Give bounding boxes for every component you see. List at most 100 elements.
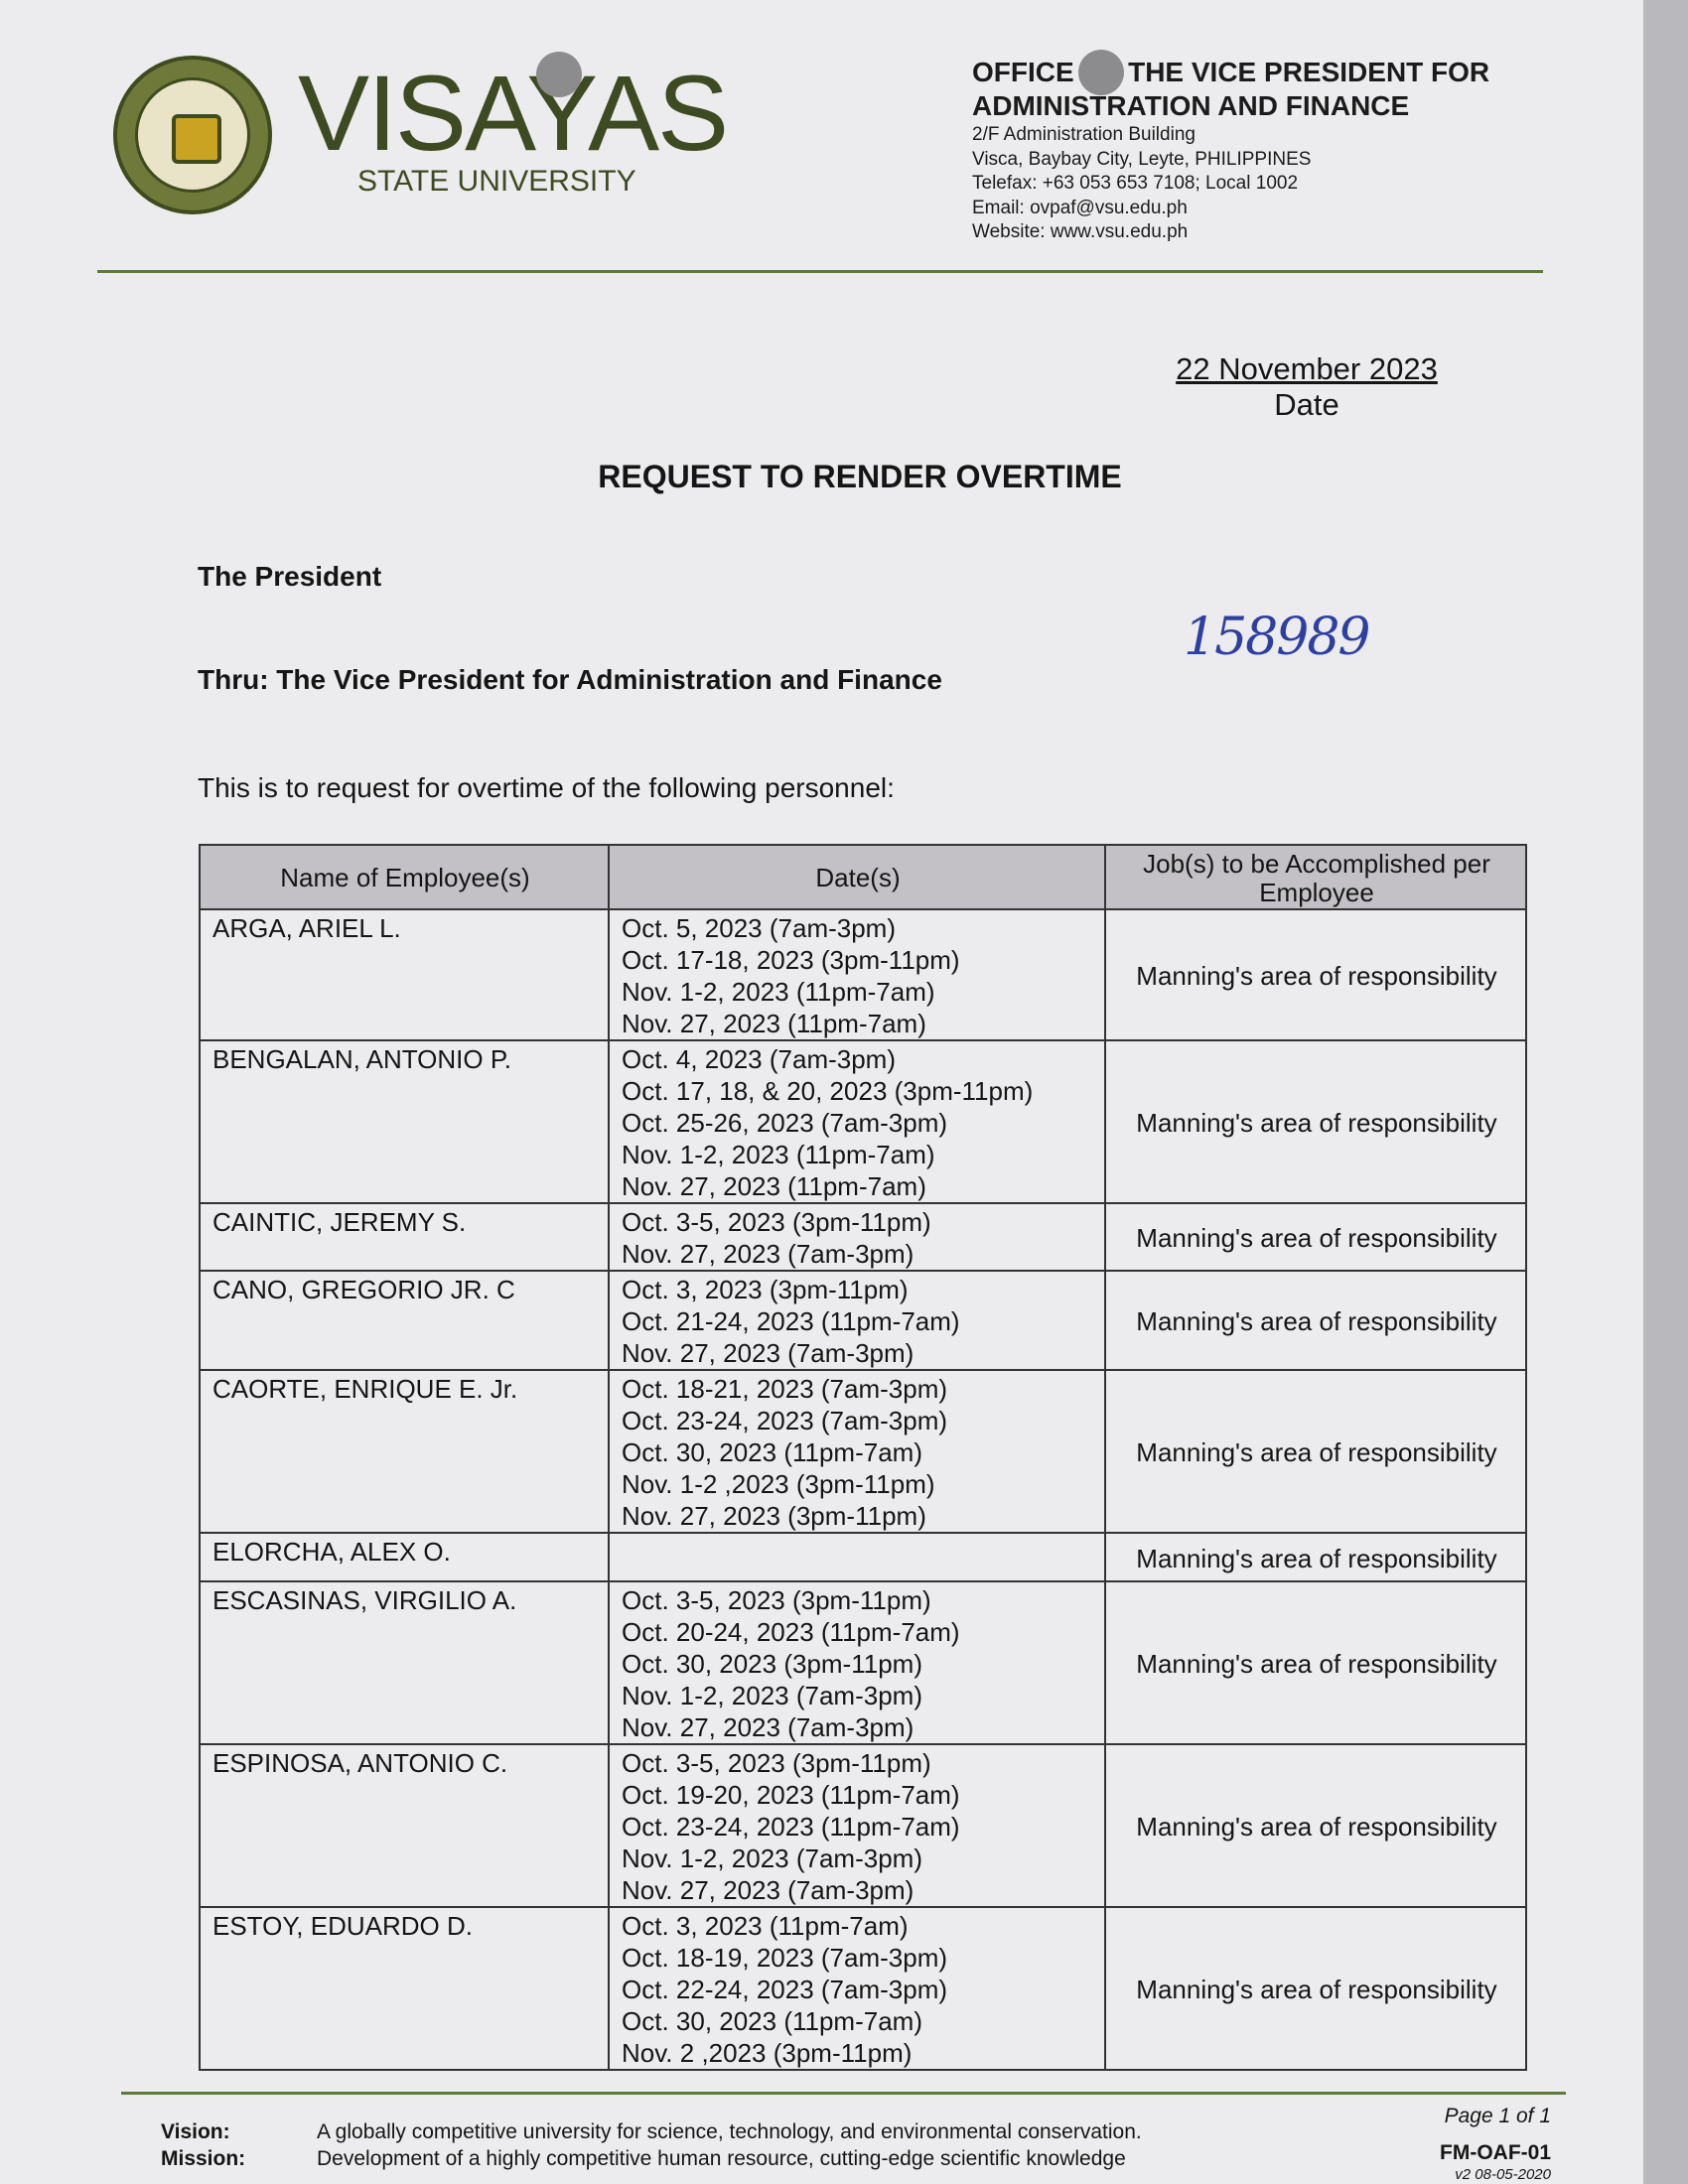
date-entry: Nov. 1-2, 2023 (11pm-7am) [622, 1140, 935, 1169]
table-row: ELORCHA, ALEX O. Manning's area of respon… [199, 1532, 1527, 1582]
date-entry: Oct. 3, 2023 (11pm-7am) [622, 1911, 909, 1941]
table-row: ESCASINAS, VIRGILIO A. Oct. 3-5, 2023 (3p… [199, 1580, 1527, 1745]
dates-cell: Oct. 3, 2023 (3pm-11pm) Oct. 21-24, 2023 … [608, 1270, 1106, 1371]
date-entry: Nov. 27, 2023 (3pm-11pm) [622, 1501, 926, 1531]
date-entry: Oct. 21-24, 2023 (11pm-7am) [622, 1306, 960, 1336]
job-description: Manning's area of responsibility [1104, 1270, 1527, 1371]
dates-cell: Oct. 5, 2023 (7am-3pm) Oct. 17-18, 2023 (… [608, 908, 1106, 1041]
date-entry: Oct. 30, 2023 (11pm-7am) [622, 2006, 922, 2036]
punch-hole [536, 52, 582, 97]
date-entry: Oct. 4, 2023 (7am-3pm) [622, 1044, 896, 1074]
page-number: Page 1 of 1 [1444, 2105, 1551, 2127]
date-entry: Oct. 3-5, 2023 (3pm-11pm) [622, 1585, 931, 1615]
date-entry: Oct. 17-18, 2023 (3pm-11pm) [622, 945, 960, 975]
date-entry: Oct. 30, 2023 (3pm-11pm) [622, 1649, 922, 1679]
addressee: The President [198, 561, 382, 592]
mission-label: Mission: [161, 2147, 246, 2170]
date-entry: Oct. 23-24, 2023 (11pm-7am) [622, 1812, 960, 1842]
date-entry: Oct. 18-19, 2023 (7am-3pm) [622, 1943, 948, 1973]
header-job: Job(s) to be Accomplished per Employee [1104, 844, 1527, 910]
table-row: CAINTIC, JEREMY S. Oct. 3-5, 2023 (3pm-11… [199, 1202, 1527, 1272]
date-label: Date [1274, 387, 1339, 422]
dates-cell [608, 1532, 1106, 1582]
handwritten-number: 158989 [1184, 608, 1371, 667]
address-line: 2/F Administration Building [972, 124, 1196, 145]
date-entry: Nov. 27, 2023 (7am-3pm) [622, 1239, 914, 1269]
university-seal-logo [113, 56, 272, 214]
employee-name: ESPINOSA, ANTONIO C. [199, 1743, 610, 1908]
date-entry: Oct. 30, 2023 (11pm-7am) [622, 1437, 922, 1467]
table-row: ESPINOSA, ANTONIO C. Oct. 3-5, 2023 (3pm-… [199, 1743, 1527, 1908]
table-row: CAORTE, ENRIQUE E. Jr. Oct. 18-21, 2023 (… [199, 1369, 1527, 1534]
dates-cell: Oct. 3-5, 2023 (3pm-11pm) Oct. 19-20, 202… [608, 1743, 1106, 1908]
date-entry: Nov. 1-2 ,2023 (3pm-11pm) [622, 1469, 935, 1499]
vision-label: Vision: [161, 2120, 230, 2143]
date-entry: Oct. 23-24, 2023 (7am-3pm) [622, 1406, 948, 1435]
website: Website: www.vsu.edu.ph [972, 221, 1189, 242]
email: Email: ovpaf@vsu.edu.ph [972, 197, 1188, 218]
date-entry: Nov. 27, 2023 (11pm-7am) [622, 1009, 926, 1038]
job-description: Manning's area of responsibility [1104, 1906, 1527, 2071]
job-description: Manning's area of responsibility [1104, 908, 1527, 1041]
date-entry: Oct. 25-26, 2023 (7am-3pm) [622, 1108, 948, 1138]
punch-hole [1078, 50, 1124, 95]
table-row: CANO, GREGORIO JR. C Oct. 3, 2023 (3pm-11… [199, 1270, 1527, 1371]
vision-text: A globally competitive university for sc… [317, 2120, 1142, 2143]
dates-cell: Oct. 3-5, 2023 (3pm-11pm) Nov. 27, 2023 (… [608, 1202, 1106, 1272]
footer-rule [121, 2092, 1566, 2095]
date-entry: Oct. 18-21, 2023 (7am-3pm) [622, 1374, 948, 1404]
page-title: REQUEST TO RENDER OVERTIME [598, 459, 1122, 494]
dates-cell: Oct. 4, 2023 (7am-3pm) Oct. 17, 18, & 20,… [608, 1039, 1106, 1204]
date-entry: Oct. 5, 2023 (7am-3pm) [622, 913, 896, 943]
intro-text: This is to request for overtime of the f… [198, 772, 895, 803]
job-description: Manning's area of responsibility [1104, 1743, 1527, 1908]
scan-edge [1643, 0, 1688, 2184]
employee-name: ESCASINAS, VIRGILIO A. [199, 1580, 610, 1745]
address-line: Visca, Baybay City, Leyte, PHILIPPINES [972, 148, 1312, 170]
date-entry: Nov. 1-2, 2023 (11pm-7am) [622, 977, 935, 1007]
office-address: 2/F Administration Building Visca, Bayba… [972, 123, 1311, 245]
form-code: FM-OAF-01 [1440, 2141, 1551, 2164]
overtime-table: Name of Employee(s) Date(s) Job(s) to be… [199, 844, 1527, 2071]
mission-text: Development of a highly competitive huma… [317, 2147, 1126, 2170]
office-line-1: OFFICE OF THE VICE PRESIDENT FOR [972, 57, 1490, 87]
telefax: Telefax: +63 053 653 7108; Local 1002 [972, 173, 1299, 194]
job-description: Manning's area of responsibility [1104, 1580, 1527, 1745]
date-entry: Oct. 3-5, 2023 (3pm-11pm) [622, 1748, 931, 1778]
date-entry: Nov. 27, 2023 (7am-3pm) [622, 1875, 914, 1905]
form-version: v2 08-05-2020 [1455, 2166, 1551, 2183]
date-entry: Nov. 27, 2023 (7am-3pm) [622, 1712, 914, 1742]
employee-name: ESTOY, EDUARDO D. [199, 1906, 610, 2071]
dates-cell: Oct. 18-21, 2023 (7am-3pm) Oct. 23-24, 20… [608, 1369, 1106, 1534]
date-entry: Nov. 1-2, 2023 (7am-3pm) [622, 1681, 922, 1710]
dates-cell: Oct. 3, 2023 (11pm-7am) Oct. 18-19, 2023 … [608, 1906, 1106, 2071]
dates-cell: Oct. 3-5, 2023 (3pm-11pm) Oct. 20-24, 202… [608, 1580, 1106, 1745]
employee-name: ELORCHA, ALEX O. [199, 1532, 610, 1582]
date-entry: Oct. 3-5, 2023 (3pm-11pm) [622, 1207, 931, 1237]
table-row: ESTOY, EDUARDO D. Oct. 3, 2023 (11pm-7am)… [199, 1906, 1527, 2071]
date-entry: Oct. 3, 2023 (3pm-11pm) [622, 1275, 909, 1304]
employee-name: CAINTIC, JEREMY S. [199, 1202, 610, 1272]
job-description: Manning's area of responsibility [1104, 1202, 1527, 1272]
date-entry: Oct. 17, 18, & 20, 2023 (3pm-11pm) [622, 1076, 1034, 1106]
table-row: BENGALAN, ANTONIO P. Oct. 4, 2023 (7am-3p… [199, 1039, 1527, 1204]
header-dates: Date(s) [608, 844, 1106, 910]
date-entry: Nov. 27, 2023 (7am-3pm) [622, 1338, 914, 1368]
office-name: OFFICE OF THE VICE PRESIDENT FOR ADMINIS… [972, 56, 1489, 123]
employee-name: CAORTE, ENRIQUE E. Jr. [199, 1369, 610, 1534]
header-name: Name of Employee(s) [199, 844, 610, 910]
date-entry: Oct. 22-24, 2023 (7am-3pm) [622, 1975, 948, 2004]
date-value: 22 November 2023 [1176, 351, 1438, 386]
brand-subtitle: STATE UNIVERSITY [357, 165, 636, 198]
job-description: Manning's area of responsibility [1104, 1039, 1527, 1204]
office-line-2: ADMINISTRATION AND FINANCE [972, 90, 1410, 121]
thru-line: Thru: The Vice President for Administrat… [198, 664, 942, 695]
table-row: ARGA, ARIEL L. Oct. 5, 2023 (7am-3pm) Oct.… [199, 908, 1527, 1041]
date-entry: Nov. 2 ,2023 (3pm-11pm) [622, 2038, 913, 2068]
date-entry: Nov. 27, 2023 (11pm-7am) [622, 1171, 926, 1201]
job-description: Manning's area of responsibility [1104, 1369, 1527, 1534]
date-entry: Oct. 19-20, 2023 (11pm-7am) [622, 1780, 960, 1810]
employee-name: ARGA, ARIEL L. [199, 908, 610, 1041]
job-description: Manning's area of responsibility [1104, 1532, 1527, 1582]
employee-name: CANO, GREGORIO JR. C [199, 1270, 610, 1371]
